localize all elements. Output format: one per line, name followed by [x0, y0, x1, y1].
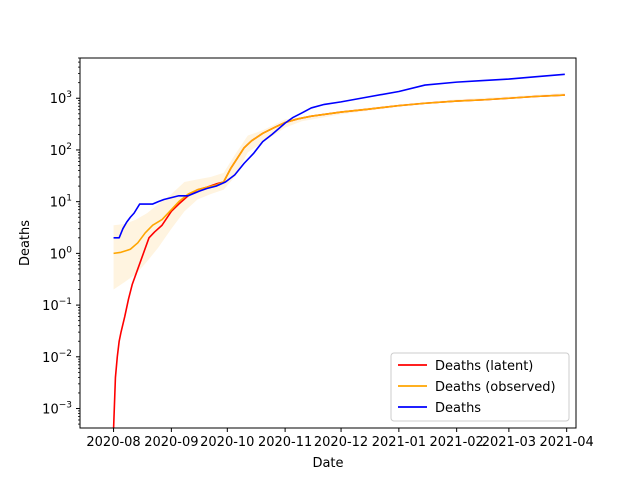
legend-label: Deaths	[435, 401, 481, 416]
y-tick-label: 103	[50, 90, 72, 107]
y-tick-label: 10−2	[42, 349, 72, 366]
x-tick-label: 2020-10	[200, 435, 254, 450]
x-tick-label: 2020-09	[144, 435, 198, 450]
confidence-band-layer	[113, 93, 565, 290]
x-tick-label: 2021-02	[429, 435, 483, 450]
x-tick-label: 2021-03	[482, 435, 536, 450]
y-axis-label: Deaths	[18, 220, 33, 266]
x-tick-label: 2020-11	[258, 435, 312, 450]
y-tick-label: 10−3	[42, 401, 72, 418]
plot-area-frame	[79, 57, 577, 429]
legend: Deaths (latent) Deaths (observed) Deaths	[390, 352, 570, 422]
x-axis-label: Date	[312, 456, 343, 471]
x-tick-label: 2020-08	[86, 435, 140, 450]
y-tick-label: 101	[50, 194, 72, 211]
y-tick-label: 102	[50, 142, 72, 159]
series-line-2	[113, 94, 565, 255]
legend-label: Deaths (latent)	[435, 359, 533, 374]
x-tick-label: 2021-04	[540, 435, 594, 450]
x-axis-ticks: 2020-08 2020-09 2020-10 2020-11 2020-12 2021-…	[86, 428, 594, 450]
legend-box	[390, 352, 570, 422]
confidence-band	[113, 93, 565, 290]
legend-label: Deaths (observed)	[435, 380, 556, 395]
x-tick-label: 2021-01	[372, 435, 426, 450]
series-line-3	[113, 73, 565, 239]
y-axis-ticks: 10−3 10−2 10−1 100 101 102 103	[42, 57, 80, 425]
series-layer	[112, 73, 565, 428]
y-tick-label: 100	[50, 245, 73, 262]
y-tick-label: 10−1	[42, 297, 72, 314]
x-tick-label: 2020-12	[314, 435, 368, 450]
